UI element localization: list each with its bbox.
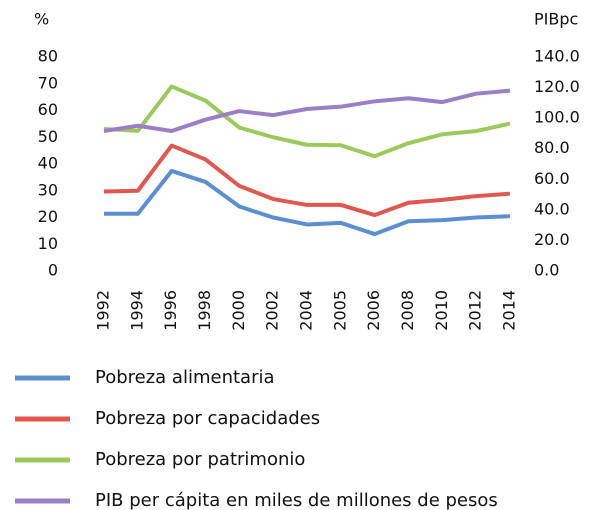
series-line	[103, 84, 511, 159]
y2-tick-label: 40.0	[534, 199, 570, 218]
series-line	[104, 168, 511, 237]
x-tick-label: 2005	[330, 290, 349, 331]
y2-tick-label: 140.0	[534, 47, 580, 66]
y-tick-label: 70	[38, 73, 58, 92]
legend-label: Pobreza por capacidades	[95, 408, 320, 429]
y-tick-label: 80	[38, 47, 58, 66]
x-tick-label: 2002	[263, 290, 282, 331]
series-line	[103, 88, 511, 133]
x-tick-label: 1998	[195, 290, 214, 331]
legend-label: Pobreza por patrimonio	[95, 449, 305, 470]
x-tick-label: 2006	[364, 290, 383, 331]
x-tick-label: 2014	[499, 290, 518, 331]
x-tick-label: 2008	[398, 290, 417, 331]
y-tick-label: 20	[38, 207, 58, 226]
x-tick-label: 1992	[94, 290, 113, 331]
y-axis-label: %	[34, 10, 49, 29]
y2-tick-label: 80.0	[534, 138, 570, 157]
x-tick-label: 2000	[229, 290, 248, 331]
y2-axis-label: PIBpc	[534, 10, 578, 29]
x-tick-label: 1994	[127, 290, 146, 331]
y-tick-label: 10	[38, 234, 58, 253]
x-tick-label: 2012	[466, 290, 485, 331]
y-tick-label: 40	[38, 154, 58, 173]
y2-tick-label: 0.0	[534, 261, 559, 280]
y2-tick-label: 60.0	[534, 169, 570, 188]
legend-label: PIB per cápita en miles de millones de p…	[95, 490, 498, 510]
y-tick-label: 50	[38, 127, 58, 146]
series-line	[103, 143, 511, 218]
y2-tick-label: 120.0	[534, 77, 580, 96]
y-tick-label: 30	[38, 180, 58, 199]
x-tick-label: 2004	[296, 290, 315, 331]
y2-tick-label: 20.0	[534, 230, 570, 249]
y-tick-label: 60	[38, 100, 58, 119]
x-tick-label: 1996	[161, 290, 180, 331]
x-tick-label: 2010	[432, 290, 451, 331]
y2-tick-label: 100.0	[534, 108, 580, 127]
legend-label: Pobreza alimentaria	[95, 367, 275, 388]
y-tick-label: 0	[48, 261, 58, 280]
